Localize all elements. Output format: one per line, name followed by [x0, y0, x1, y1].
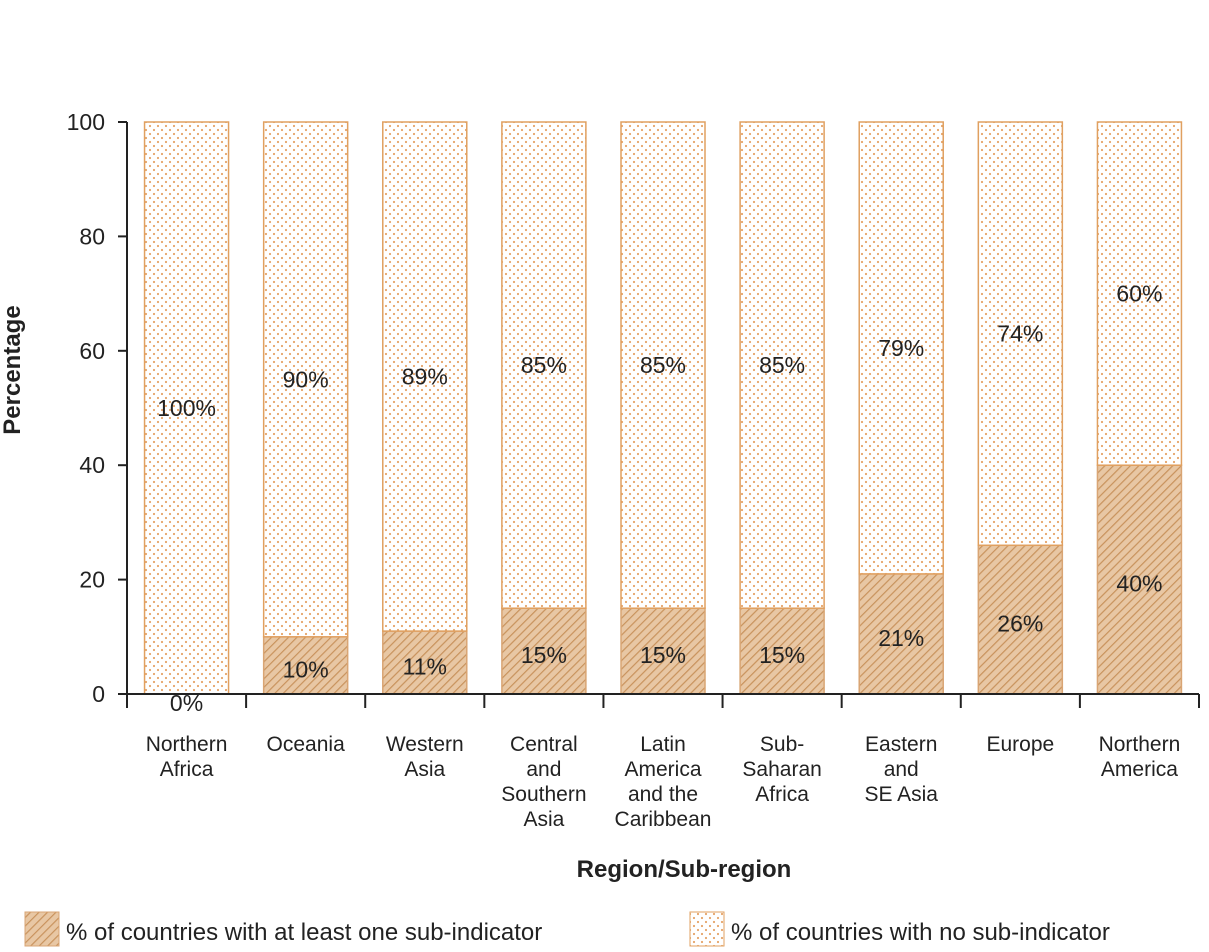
- x-category-label: Central and Southern Asia: [501, 733, 586, 831]
- x-category-label: Oceania: [267, 733, 346, 756]
- bars-group: [145, 122, 1182, 694]
- data-label-no-indicator: 85%: [759, 352, 805, 378]
- x-category-label-line: Europe: [986, 733, 1054, 756]
- y-tick-label: 60: [79, 338, 105, 364]
- x-category-label-line: Eastern: [865, 733, 937, 756]
- x-category-label-line: Northern: [1099, 733, 1181, 756]
- x-category-label-line: Asia: [523, 808, 564, 831]
- y-ticks-group: 0 20 40 60 80 100: [67, 109, 127, 707]
- x-category-label-line: Latin: [640, 733, 686, 756]
- x-category-label-line: America: [1101, 758, 1178, 781]
- x-category-label-line: America: [624, 758, 701, 781]
- data-label-no-indicator: 85%: [640, 352, 686, 378]
- x-category-label: Eastern and SE Asia: [864, 733, 938, 806]
- y-tick-label: 40: [79, 452, 105, 478]
- x-category-label-line: Northern: [146, 733, 228, 756]
- x-category-label-line: SE Asia: [864, 783, 938, 806]
- data-label-at-least-one: 15%: [521, 642, 567, 668]
- x-category-label-line: Central: [510, 733, 578, 756]
- x-category-label-line: Saharan: [742, 758, 821, 781]
- x-category-label: Europe: [986, 733, 1054, 756]
- data-label-at-least-one: 11%: [403, 654, 447, 680]
- x-category-label: Northern America: [1099, 733, 1181, 781]
- x-category-label-line: Africa: [160, 758, 214, 781]
- legend-swatch-no-indicator: [690, 912, 724, 946]
- y-tick-label: 80: [79, 223, 105, 249]
- data-label-at-least-one: 26%: [997, 611, 1043, 637]
- legend-swatch-at-least-one: [25, 912, 59, 946]
- data-label-no-indicator: 85%: [521, 352, 567, 378]
- data-label-no-indicator: 60%: [1116, 281, 1162, 307]
- y-axis-title: Percentage: [0, 305, 26, 434]
- data-label-at-least-one: 15%: [759, 642, 805, 668]
- data-label-at-least-one: 40%: [1116, 571, 1162, 597]
- legend: % of countries with at least one sub-ind…: [25, 912, 1110, 946]
- data-label-no-indicator: 89%: [402, 364, 448, 390]
- data-label-no-indicator: 79%: [878, 335, 924, 361]
- x-category-label: Northern Africa: [146, 733, 228, 781]
- x-category-label-line: Asia: [404, 758, 445, 781]
- data-label-at-least-one: 21%: [878, 625, 924, 651]
- x-category-label-line: Southern: [501, 783, 586, 806]
- x-axis-title: Region/Sub-region: [577, 856, 792, 883]
- legend-label-at-least-one: % of countries with at least one sub-ind…: [66, 919, 542, 946]
- data-label-no-indicator: 74%: [997, 321, 1043, 347]
- x-category-label-line: and: [884, 758, 919, 781]
- x-category-label-line: and: [526, 758, 561, 781]
- legend-label-no-indicator: % of countries with no sub-indicator: [731, 919, 1110, 946]
- y-tick-label: 100: [67, 109, 105, 135]
- x-category-label: Western Asia: [386, 733, 464, 781]
- x-category-label: Latin America and the Caribbean: [615, 733, 712, 831]
- x-category-label-line: Sub-: [760, 733, 804, 756]
- data-label-no-indicator: 100%: [157, 395, 216, 421]
- data-label-at-least-one: 15%: [640, 642, 686, 668]
- y-tick-label: 0: [92, 681, 105, 707]
- x-category-label-line: Caribbean: [615, 808, 712, 831]
- x-category-label-line: Africa: [755, 783, 809, 806]
- x-category-label-line: Western: [386, 733, 464, 756]
- x-category-label-line: Oceania: [267, 733, 346, 756]
- x-category-label: Sub-Saharan Africa: [742, 733, 821, 806]
- data-label-no-indicator: 90%: [283, 366, 329, 392]
- y-tick-label: 20: [79, 567, 105, 593]
- x-category-label-line: and the: [628, 783, 698, 806]
- data-label-at-least-one: 10%: [283, 656, 329, 682]
